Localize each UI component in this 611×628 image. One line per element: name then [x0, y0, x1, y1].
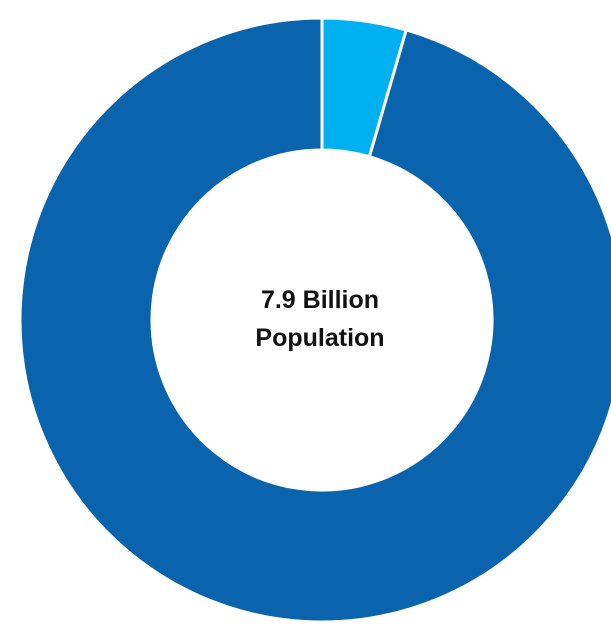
- donut-hole: [152, 150, 492, 490]
- center-label-line-1: 7.9 Billion: [261, 286, 379, 314]
- center-label-line-2: Population: [255, 324, 384, 352]
